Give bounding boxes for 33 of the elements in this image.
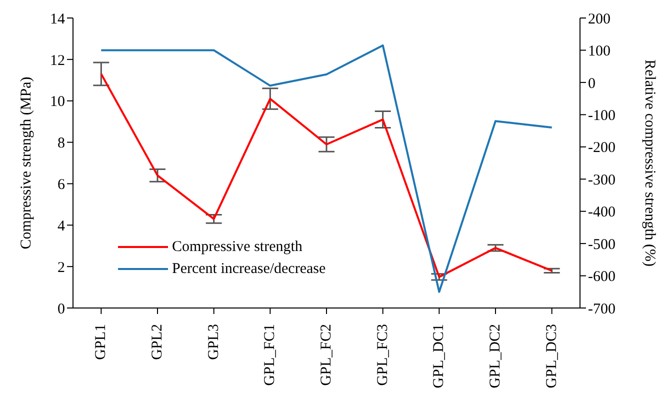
y2-tick-label: -700 <box>588 301 616 318</box>
y-tick-label: 14 <box>50 11 66 28</box>
y-tick-label: 2 <box>58 260 65 276</box>
y2-tick-label: 0 <box>588 76 596 92</box>
x-tick-label: GPL_FC2 <box>318 324 334 386</box>
x-tick-label: GPL_DC3 <box>544 324 560 388</box>
y-tick-label: 12 <box>50 52 65 69</box>
y2-tick-label: -200 <box>588 140 616 156</box>
y-tick-label: 0 <box>58 301 65 318</box>
x-tick-label: GPL_FC1 <box>262 324 278 386</box>
y2-tick-label: -600 <box>588 269 616 286</box>
y-tick-label: 4 <box>58 218 66 234</box>
y2-tick-label: 100 <box>588 44 610 60</box>
y2-tick-label: -500 <box>588 236 616 253</box>
y2-axis-title: Relative compressive strength (%) <box>642 59 658 267</box>
x-tick-label: GPL_DC1 <box>431 324 448 388</box>
y-tick-label: 6 <box>58 177 66 194</box>
legend-label: Compressive strength <box>172 238 302 256</box>
line-series <box>100 44 553 293</box>
x-tick-label: GPL3 <box>206 324 222 360</box>
x-tick-label: GPL_DC2 <box>488 324 504 388</box>
y-axis-title: Compressive strength (MPa) <box>18 76 34 250</box>
x-tick-label: GPL2 <box>150 324 166 360</box>
y2-tick-label: 200 <box>588 11 610 28</box>
y2-tick-label: -100 <box>588 108 616 124</box>
y2-tick-label: -300 <box>588 172 616 188</box>
legend-label: Percent increase/decrease <box>172 260 326 278</box>
y2-tick-label: -400 <box>588 204 616 221</box>
y-tick-label: 8 <box>58 136 65 152</box>
y-tick-label: 10 <box>50 94 65 110</box>
line-series <box>100 72 553 278</box>
x-tick-label: GPL_FC3 <box>374 324 391 386</box>
x-tick-label: GPL1 <box>93 324 110 360</box>
